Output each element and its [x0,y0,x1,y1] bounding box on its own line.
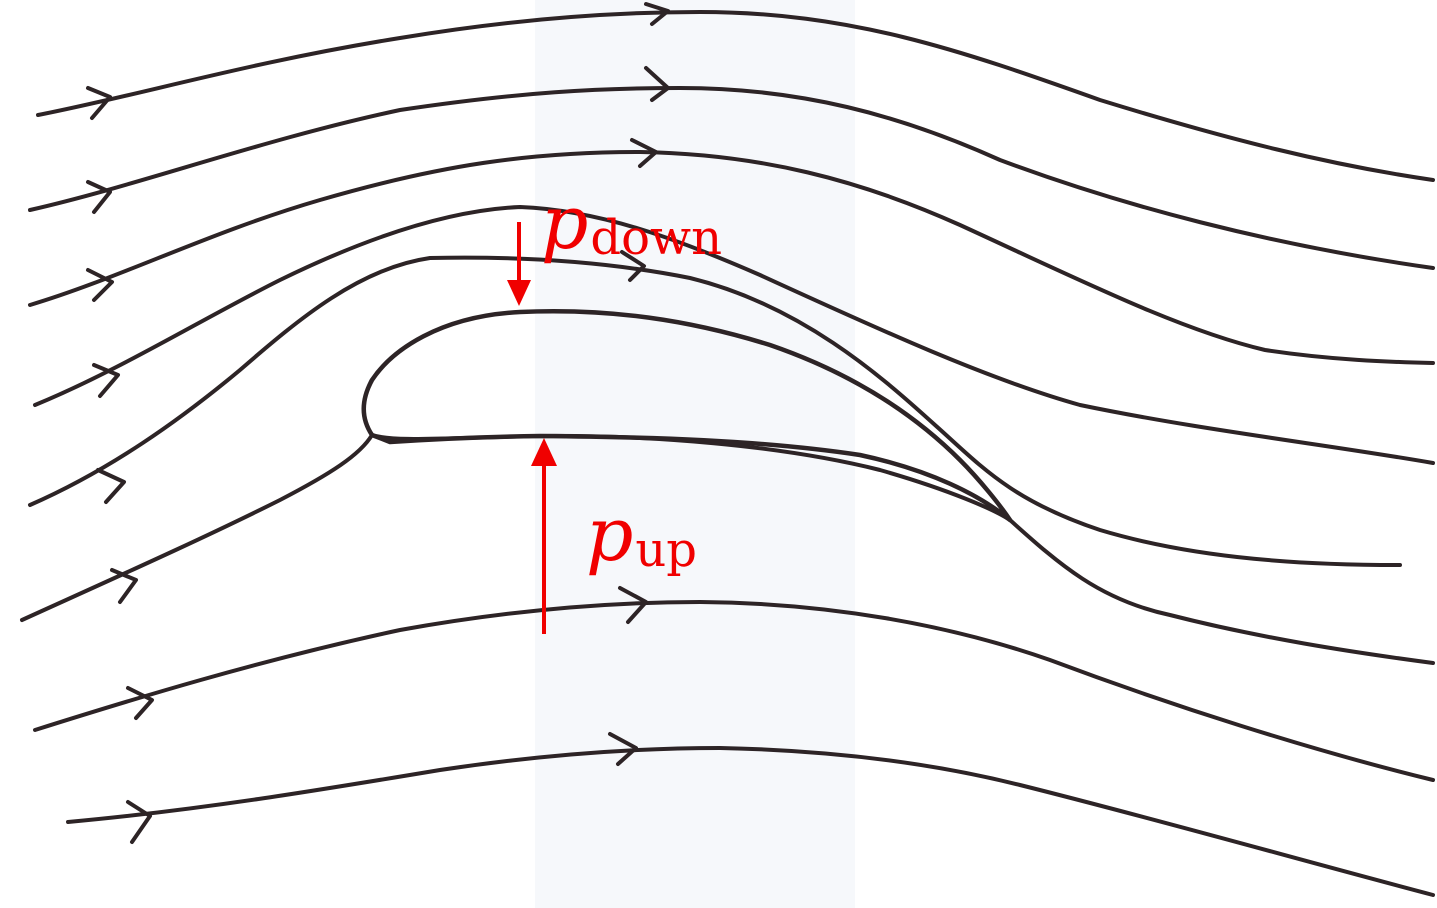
flow-arrow-icon [620,250,646,282]
label-p-up: pup [586,492,697,578]
streamline-2 [28,86,1435,270]
streamline-3 [28,150,1435,365]
streamlines [20,10,1435,897]
flow-arrow-icon [126,800,152,844]
flow-arrow-icon [608,732,638,766]
streamline-7 [33,600,1435,782]
flow-arrow-icon [92,363,120,398]
flow-arrow-icon [630,138,658,168]
label-p-up-symbol: p [586,492,633,578]
p-down-arrow [507,222,531,306]
streamline-6 [20,433,1435,665]
label-p-down-subscript: down [590,210,722,266]
flow-arrow-icon [618,586,648,624]
p-up-arrow [531,438,557,634]
flow-arrow-icon [86,268,114,302]
flow-arrow-icon [126,686,154,720]
label-p-up-subscript: up [635,522,697,578]
streamline-1 [36,10,1435,182]
streamline-8 [66,746,1435,897]
flow-arrow-icon [644,2,670,26]
streamline-4 [33,205,1435,465]
airfoil-outline [361,308,1013,523]
streamline-5 [28,255,1402,567]
flow-arrows [86,2,670,844]
label-p-down-symbol: p [541,180,588,266]
flow-arrow-icon [644,66,670,102]
arrow-down-icon [507,280,531,306]
flow-arrow-icon [96,468,126,504]
arrow-up-icon [531,438,557,466]
flow-arrow-icon [110,568,138,604]
flow-arrow-icon [86,86,112,120]
label-p-down: pdown [541,180,722,266]
flow-arrow-icon [86,180,112,214]
